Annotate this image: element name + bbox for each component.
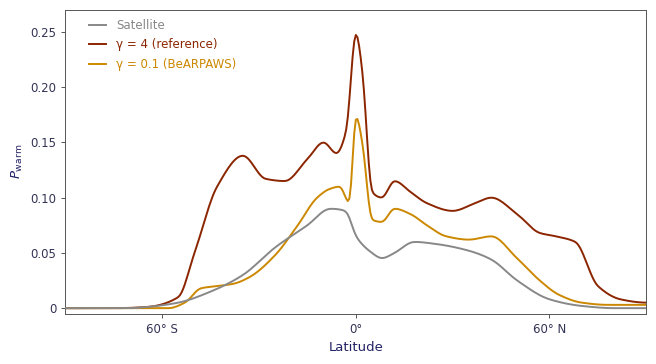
Y-axis label: $P_\mathrm{warm}$: $P_\mathrm{warm}$	[10, 144, 25, 179]
γ = 0.1 (BeARPAWS)	[62, 306, 70, 310]
γ = 4 (reference)	[352, 33, 359, 37]
X-axis label: Latitude: Latitude	[329, 341, 383, 354]
γ = 4 (reference)	[170, 298, 178, 302]
Satellite	[573, 303, 581, 308]
γ = 0.1 (BeARPAWS)	[642, 303, 650, 307]
Satellite	[62, 306, 70, 310]
γ = 0.1 (BeARPAWS)	[170, 305, 178, 310]
γ = 0.1 (BeARPAWS)	[394, 207, 401, 211]
γ = 4 (reference)	[426, 202, 434, 207]
γ = 0.1 (BeARPAWS)	[426, 225, 434, 230]
Satellite	[328, 207, 336, 211]
Satellite	[77, 306, 85, 310]
Legend: Satellite, γ = 4 (reference), γ = 0.1 (BeARPAWS): Satellite, γ = 4 (reference), γ = 0.1 (B…	[89, 19, 236, 71]
γ = 4 (reference)	[573, 241, 581, 245]
γ = 4 (reference)	[394, 180, 401, 184]
γ = 0.1 (BeARPAWS)	[573, 300, 581, 304]
Satellite	[642, 306, 650, 310]
γ = 4 (reference)	[642, 300, 650, 305]
Satellite	[394, 249, 401, 253]
γ = 0.1 (BeARPAWS)	[413, 216, 421, 220]
γ = 4 (reference)	[413, 195, 421, 199]
γ = 4 (reference)	[62, 306, 70, 310]
γ = 0.1 (BeARPAWS)	[354, 117, 361, 121]
Satellite	[426, 241, 434, 245]
γ = 4 (reference)	[77, 306, 85, 310]
γ = 0.1 (BeARPAWS)	[77, 306, 85, 310]
Line: γ = 0.1 (BeARPAWS): γ = 0.1 (BeARPAWS)	[66, 119, 646, 308]
Line: Satellite: Satellite	[66, 209, 646, 308]
Satellite	[170, 301, 178, 306]
Satellite	[413, 240, 421, 244]
Line: γ = 4 (reference): γ = 4 (reference)	[66, 35, 646, 308]
